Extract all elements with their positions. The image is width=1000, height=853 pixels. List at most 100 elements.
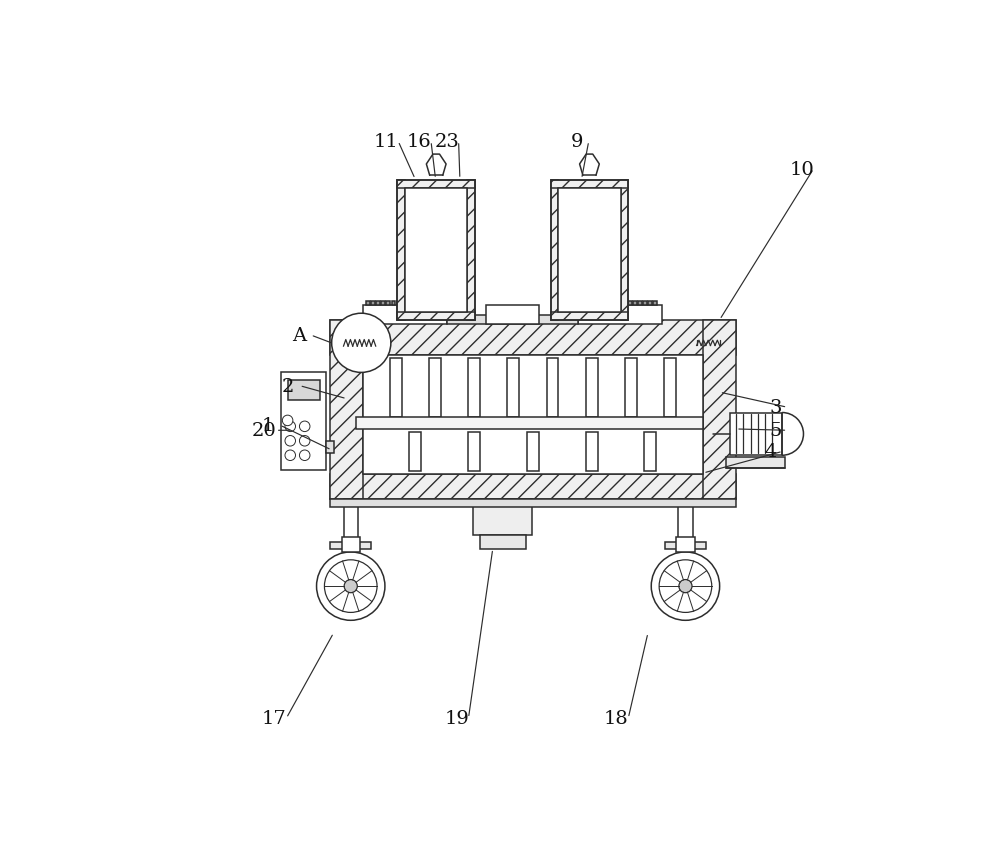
Text: 9: 9 [571,133,583,151]
Bar [730,413,782,456]
Bar [407,302,411,306]
Bar [664,358,676,417]
Bar [417,302,421,306]
Bar [628,302,632,306]
Bar [586,432,598,472]
Circle shape [344,580,357,593]
Bar [644,432,656,472]
Bar [397,302,401,306]
Bar [467,181,475,321]
Bar [625,358,637,417]
Bar [366,302,370,306]
Bar [371,302,375,306]
Circle shape [285,450,295,461]
Bar [330,321,363,500]
Bar [326,442,334,454]
Circle shape [282,415,293,426]
Bar [281,373,326,470]
Circle shape [285,421,295,432]
Bar [473,500,532,536]
Bar [633,302,637,306]
Circle shape [299,421,310,432]
Bar [356,417,703,429]
Bar [558,189,621,313]
Bar [643,302,647,306]
Text: 10: 10 [789,160,814,178]
Bar [597,302,601,306]
Bar [288,380,320,401]
Bar [587,302,591,306]
Bar [592,302,596,306]
Bar [427,302,431,306]
Bar [653,302,657,306]
Bar [638,302,642,306]
Text: 3: 3 [769,399,782,417]
Bar [397,181,405,321]
Bar [648,302,652,306]
Bar [397,313,475,321]
Bar [607,302,611,306]
Bar [547,358,558,417]
Bar [486,306,539,324]
Bar [551,181,628,321]
Circle shape [659,560,712,612]
Bar [467,181,475,321]
Bar [409,432,421,472]
Circle shape [324,560,377,612]
Bar [397,181,405,321]
Bar [381,302,385,306]
Bar [507,358,519,417]
Text: 16: 16 [407,133,431,151]
Bar [330,543,371,549]
Bar [363,355,703,475]
Bar [390,358,402,417]
Bar [376,302,380,306]
Bar [468,358,480,417]
Bar [330,475,736,500]
Bar [342,538,360,552]
Circle shape [332,314,391,373]
Bar [330,475,736,500]
Bar [468,432,480,472]
Bar [363,306,447,324]
Bar [551,313,628,321]
Bar [551,181,558,321]
Bar [676,538,695,552]
Bar [405,189,467,313]
Bar [551,181,628,189]
Bar [397,313,475,321]
Bar [527,432,539,472]
Text: 20: 20 [252,421,276,440]
Text: 18: 18 [604,710,629,728]
Bar [582,302,585,306]
Bar [703,321,736,500]
Bar [344,500,358,543]
Text: 1: 1 [262,416,274,434]
Bar [665,543,706,549]
Bar [551,313,628,321]
Bar [433,302,436,306]
Bar [373,338,382,355]
Bar [429,358,441,417]
Text: 2: 2 [281,377,294,395]
Bar [402,302,406,306]
Bar [397,181,475,189]
Bar [438,302,442,306]
Circle shape [317,552,385,621]
Bar [412,302,416,306]
Bar [422,302,426,306]
Bar [621,181,628,321]
Bar [330,321,736,355]
Bar [678,500,693,543]
Bar [621,181,628,321]
Text: 4: 4 [765,443,777,461]
Bar [330,500,736,508]
Text: A: A [292,327,306,345]
Bar [397,181,475,321]
Bar [703,321,736,500]
Bar [551,181,628,189]
Bar [480,536,526,549]
Bar [612,302,616,306]
Bar [392,302,395,306]
Text: 17: 17 [262,710,287,728]
